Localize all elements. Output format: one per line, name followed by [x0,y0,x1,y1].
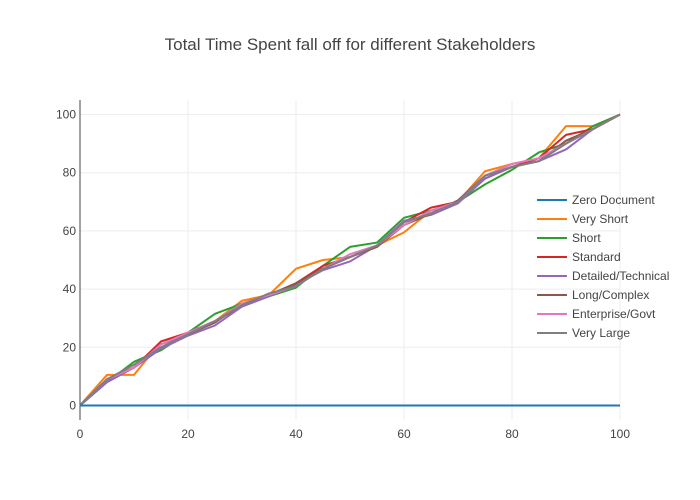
legend-label-zero-document: Zero Document [572,193,655,207]
legend-label-long-complex: Long/Complex [572,288,649,302]
y-tick-label: 0 [69,398,76,412]
series-layer [79,113,621,407]
x-tick-label: 0 [77,427,84,441]
chart-title: Total Time Spent fall off for different … [165,35,536,54]
legend-label-short: Short [572,231,601,245]
x-tick-label: 100 [610,427,630,441]
legend-label-very-large: Very Large [572,326,630,340]
y-tick-label: 80 [63,166,77,180]
legend-label-standard: Standard [572,250,621,264]
y-tick-label: 100 [56,108,76,122]
y-tick-label: 60 [63,224,77,238]
legend-label-detailed-technical: Detailed/Technical [572,269,669,283]
y-tick-label: 20 [63,340,77,354]
legend-label-very-short: Very Short [572,212,629,226]
grid-layer [80,100,621,420]
x-tick-label: 60 [397,427,411,441]
axis-layer: 0 20 40 60 80 100 0 20 40 60 80 100 [56,100,630,441]
x-tick-label: 20 [181,427,195,441]
x-tick-label: 80 [505,427,519,441]
y-tick-label: 40 [63,282,77,296]
series-line-very-large [79,113,621,407]
x-tick-label: 40 [289,427,303,441]
legend: Zero Document Very Short Short Standard Deta… [537,193,669,340]
series-line-enterprise-govt [79,113,621,407]
legend-label-enterprise-govt: Enterprise/Govt [572,307,656,321]
